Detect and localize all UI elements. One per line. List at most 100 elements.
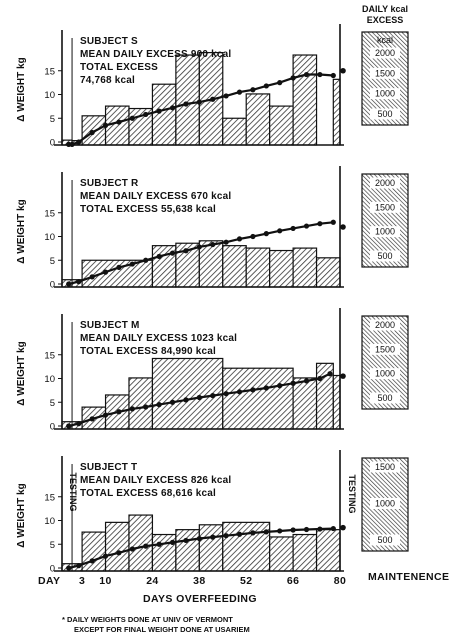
weight-point-21 [330, 525, 336, 532]
weight-point-3 [89, 416, 95, 422]
weight-point-13 [223, 533, 229, 539]
weight-point-13 [223, 391, 229, 397]
weight-point-20 [317, 375, 323, 382]
kcal-scale-tick-bg-500 [370, 534, 400, 546]
excess-bar-10 [315, 257, 341, 288]
kcal-scale-tick-1000: 1000 [375, 227, 395, 237]
weight-point-21 [317, 71, 323, 78]
weight-point-2 [76, 563, 82, 569]
weight-point-10 [169, 105, 176, 111]
weight-point-3 [89, 274, 95, 280]
kcal-scale-tick-1500: 1500 [375, 462, 395, 472]
final-weight-point [340, 224, 346, 230]
weight-point-11 [196, 394, 202, 401]
y-tick-label-10: 10 [44, 90, 55, 101]
weight-point-9 [156, 108, 162, 114]
weight-point-16 [263, 231, 269, 237]
weight-point-15 [250, 530, 256, 536]
final-weight-point [340, 524, 346, 531]
y-axis-label: Δ WEIGHT kg [16, 199, 27, 263]
excess-bar-8 [269, 249, 294, 288]
panel-4: 0 5 10 15 Δ WEIGHT kg SUBJECT T MEAN DAILY EXC… [16, 450, 409, 575]
y-axis-label: Δ WEIGHT kg [16, 341, 27, 405]
y-tick-label-10: 10 [44, 516, 55, 527]
footnote: * DAILY WEIGHTS DONE AT UNIV OF VERMONT … [62, 615, 250, 634]
weight-point-2 [76, 421, 82, 427]
weight-point-15 [250, 233, 256, 240]
weight-point-18 [290, 380, 296, 386]
kcal-scale-tick-bg-1000 [370, 88, 400, 100]
weight-point-5 [116, 409, 122, 415]
kcal-scale-tick-500: 500 [377, 535, 392, 545]
y-tick-label-15: 15 [44, 492, 55, 503]
excess-bar-2 [81, 531, 107, 572]
panel-subtitle-2: TOTAL EXCESS 84,990 kcal [80, 346, 216, 357]
kcal-scale-tick-1000: 1000 [375, 369, 395, 379]
kcal-scale-unit: kcal [377, 35, 393, 45]
excess-bar-5 [198, 240, 224, 288]
weight-point-17 [277, 228, 283, 234]
footnote-line-1: * DAILY WEIGHTS DONE AT UNIV OF VERMONT [62, 615, 233, 624]
y-tick-label-0: 0 [50, 280, 55, 291]
excess-bar-9 [292, 247, 318, 288]
panel-subtitle-1: MEAN DAILY EXCESS 1023 kcal [80, 333, 237, 344]
weight-point-17 [277, 383, 283, 389]
x-tick-label-24: 24 [146, 575, 158, 587]
x-tick-label-3: 3 [79, 575, 85, 587]
weight-point-4 [102, 412, 109, 418]
weight-point-13 [223, 239, 229, 245]
weight-point-8 [156, 253, 162, 260]
weight-point-12 [210, 534, 216, 540]
kcal-scale-tick-bg-500 [370, 250, 400, 262]
weight-point-18 [277, 80, 283, 86]
weight-point-14 [223, 93, 229, 99]
weight-point-7 [129, 115, 135, 121]
excess-bar-11 [315, 529, 341, 572]
weight-point-21 [330, 219, 336, 225]
weight-point-15 [250, 387, 256, 393]
weight-point-4 [89, 129, 95, 136]
excess-bar-9 [269, 536, 294, 572]
excess-bar-6 [222, 245, 247, 288]
kcal-scale-tick-2000: 2000 [375, 178, 395, 188]
excess-bar-2 [81, 259, 154, 288]
kcal-scale-tick-bg-1500 [370, 461, 400, 473]
weight-point-8 [156, 402, 162, 408]
excess-bar-12 [292, 54, 318, 146]
excess-bar-6 [222, 367, 294, 430]
weight-point-16 [263, 529, 269, 535]
weight-point-1 [66, 281, 72, 287]
kcal-scale-tick-bg-500 [370, 392, 400, 404]
weight-point-19 [303, 526, 310, 533]
weight-point-7 [143, 257, 149, 263]
kcal-scale-tick-1000: 1000 [375, 89, 395, 99]
excess-bar-7 [292, 377, 318, 430]
weight-point-11 [196, 244, 202, 250]
weight-points [66, 219, 336, 287]
kcal-scale-tick-bg-2000 [370, 47, 400, 59]
excess-bar-9 [222, 117, 247, 146]
panel-subtitle-1: MEAN DAILY EXCESS 826 kcal [80, 475, 231, 486]
panel-title: SUBJECT R [80, 178, 139, 189]
panel-subtitle-1: MEAN DAILY EXCESS 670 kcal [80, 191, 231, 202]
y-tick-label-15: 15 [44, 208, 55, 219]
y-tick-label-15: 15 [44, 66, 55, 77]
weight-point-8 [156, 541, 162, 547]
panels-layer: 0 5 10 15 Δ WEIGHT kg SUBJECT S MEAN DAILY EXC… [16, 4, 409, 575]
excess-bar-11 [269, 105, 294, 146]
panel-3: 0 5 10 15 Δ WEIGHT kg SUBJECT M MEAN DAILY EXC… [16, 308, 409, 433]
weight-point-14 [236, 236, 243, 242]
panel-title: SUBJECT T [80, 462, 137, 473]
excess-bar-4 [128, 377, 154, 430]
weight-point-6 [129, 406, 135, 412]
weight-point-21 [327, 371, 333, 377]
kcal-scale: 2000 1500 1000 500 [361, 315, 409, 410]
weight-point-22 [330, 72, 336, 79]
final-weight-point [340, 373, 346, 379]
kcal-scale-tick-2000: 2000 [375, 320, 395, 330]
weight-change-line [68, 73, 334, 146]
y-tick-label-10: 10 [44, 232, 55, 243]
weight-point-11 [183, 101, 189, 107]
weight-point-1 [66, 565, 72, 571]
final-weight-point [340, 67, 346, 74]
